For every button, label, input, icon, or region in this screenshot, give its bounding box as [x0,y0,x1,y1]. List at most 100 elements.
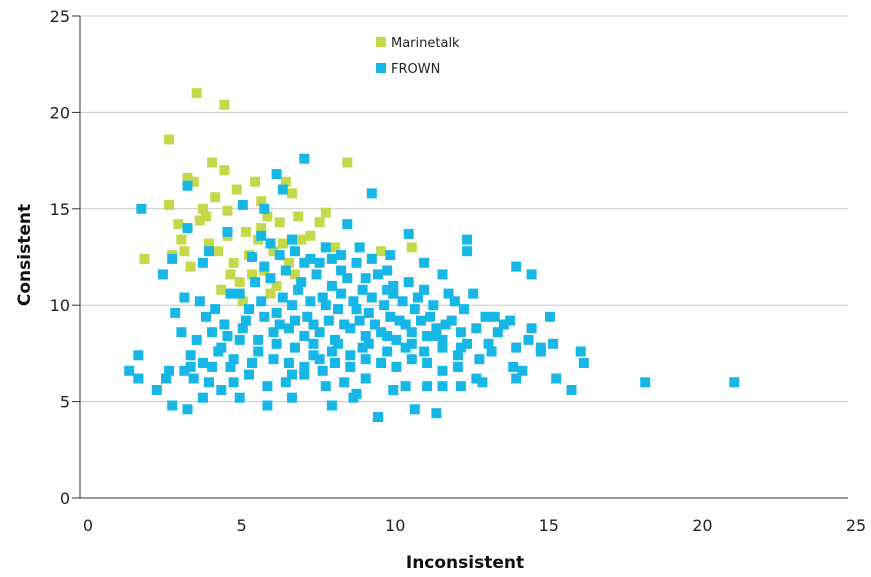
point-marinetalk-14 [287,188,297,199]
point-frown-105 [256,296,267,307]
point-frown-130 [314,327,325,338]
gridlines [80,15,848,403]
point-frown-210 [412,292,423,303]
point-frown-46 [474,354,485,365]
point-frown-86 [729,377,740,388]
point-frown-23 [167,253,178,264]
point-marinetalk-2 [164,134,175,145]
point-frown-5 [277,184,288,195]
point-frown-213 [204,377,214,388]
point-frown-6 [342,219,353,230]
point-frown-22 [197,257,208,268]
point-frown-31 [336,265,347,276]
point-frown-55 [308,350,319,361]
point-frown-204 [274,319,285,330]
point-frown-11 [462,246,473,257]
point-frown-196 [498,319,509,330]
point-frown-148 [388,288,399,299]
point-frown-2 [366,188,377,199]
point-frown-176 [213,346,224,357]
point-marinetalk-23 [204,238,214,249]
point-frown-158 [336,250,347,261]
point-marinetalk-27 [234,277,245,288]
point-frown-219 [357,342,368,353]
point-frown-124 [222,331,233,341]
point-marinetalk-48 [376,246,387,257]
point-marinetalk-4 [182,173,193,183]
point-frown-115 [409,304,420,315]
point-frown-225 [320,381,331,392]
point-marinetalk-24 [213,246,224,257]
point-frown-203 [259,311,270,322]
point-frown-19 [299,257,310,268]
point-frown-226 [351,388,362,399]
y-tick-label-4: 20 [50,103,70,122]
legend-label-marinetalk: Marinetalk [391,36,460,51]
point-frown-26 [204,246,214,257]
point-marinetalk-9 [231,184,242,195]
point-frown-174 [452,361,463,372]
point-frown-165 [314,354,325,365]
point-frown-179 [308,319,319,330]
point-marinetalk-31 [268,246,279,257]
point-frown-58 [253,346,264,357]
point-frown-35 [449,296,460,307]
point-frown-163 [283,358,294,368]
point-marinetalk-34 [296,234,307,245]
legend-label-frown: FROWN [391,62,440,77]
point-frown-200 [201,311,211,322]
point-frown-1 [271,169,282,180]
point-marinetalk-0 [191,88,202,99]
point-frown-102 [210,304,221,315]
point-frown-88 [388,385,399,395]
point-marinetalk-32 [277,238,288,249]
point-frown-82 [511,373,522,384]
point-marinetalk-39 [342,157,353,168]
point-frown-143 [311,269,322,280]
point-marinetalk-21 [185,261,196,272]
x-tick-label-3: 15 [539,516,559,535]
point-frown-41 [578,358,589,368]
point-marinetalk-13 [274,217,285,228]
point-frown-149 [403,277,414,288]
point-frown-37 [505,315,516,326]
point-marinetalk-47 [179,246,190,257]
point-frown-114 [394,315,405,326]
point-frown-112 [363,307,374,318]
point-frown-40 [575,346,586,357]
point-frown-4 [182,180,193,191]
point-marinetalk-11 [256,196,267,207]
point-frown-152 [250,277,261,288]
point-marinetalk-17 [188,176,199,187]
point-marinetalk-40 [216,284,227,295]
point-frown-50 [400,342,411,353]
point-frown-77 [373,412,383,422]
point-frown-140 [265,273,276,284]
data-points [124,88,740,422]
point-marinetalk-18 [139,253,150,264]
point-marinetalk-54 [173,219,184,230]
point-frown-134 [376,327,387,338]
point-frown-103 [225,288,236,299]
point-frown-125 [237,323,248,334]
point-frown-206 [305,296,316,307]
point-frown-127 [268,327,279,338]
point-marinetalk-3 [164,199,175,210]
point-marinetalk-36 [314,217,325,228]
x-tick-label-5: 25 [846,516,866,535]
y-tick-label-1: 5 [60,393,70,412]
legend-swatch-frown [376,63,386,73]
point-marinetalk-55 [256,223,267,234]
point-marinetalk-6 [210,192,221,203]
point-frown-63 [161,373,171,384]
point-frown-227 [400,381,411,392]
legend-swatch-marinetalk [376,37,386,47]
point-frown-96 [225,361,236,372]
point-frown-128 [283,323,294,334]
point-frown-108 [302,311,313,322]
point-marinetalk-8 [222,205,233,216]
point-frown-94 [262,381,273,392]
point-frown-172 [422,358,433,368]
point-frown-135 [391,334,402,345]
point-frown-39 [545,311,555,322]
